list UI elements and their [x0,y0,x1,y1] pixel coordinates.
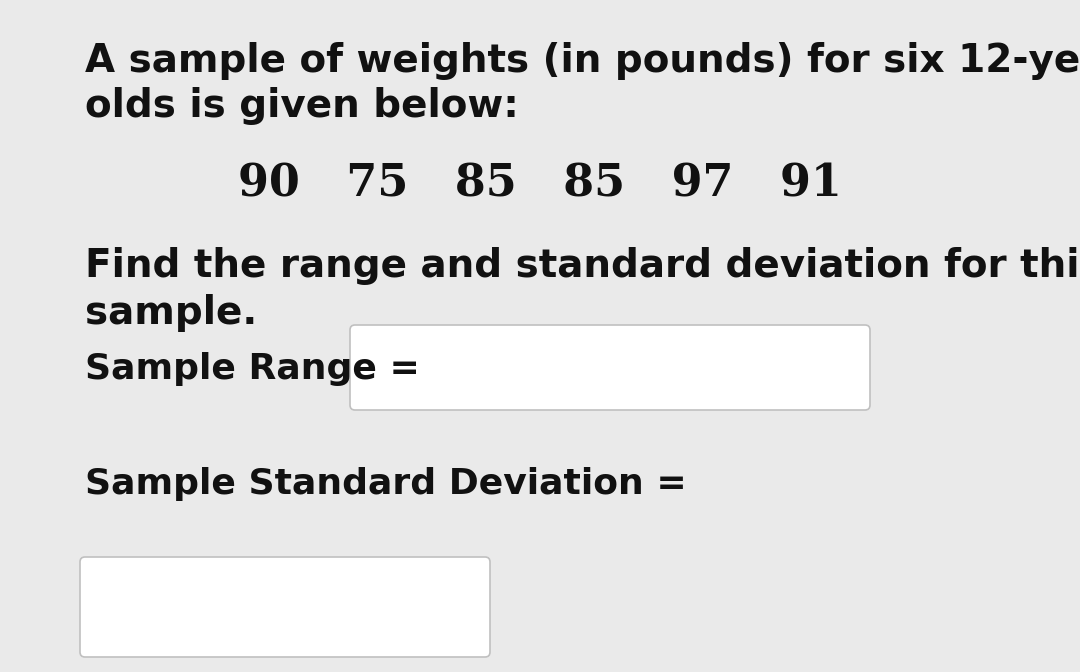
Text: Sample Range =: Sample Range = [85,352,420,386]
Text: olds is given below:: olds is given below: [85,87,518,125]
FancyBboxPatch shape [350,325,870,410]
Text: 90   75   85   85   97   91: 90 75 85 85 97 91 [238,162,842,205]
Text: A sample of weights (in pounds) for six 12-year-: A sample of weights (in pounds) for six … [85,42,1080,80]
FancyBboxPatch shape [80,557,490,657]
Text: sample.: sample. [85,294,257,332]
Text: Find the range and standard deviation for this: Find the range and standard deviation fo… [85,247,1080,285]
Text: Sample Standard Deviation =: Sample Standard Deviation = [85,467,687,501]
